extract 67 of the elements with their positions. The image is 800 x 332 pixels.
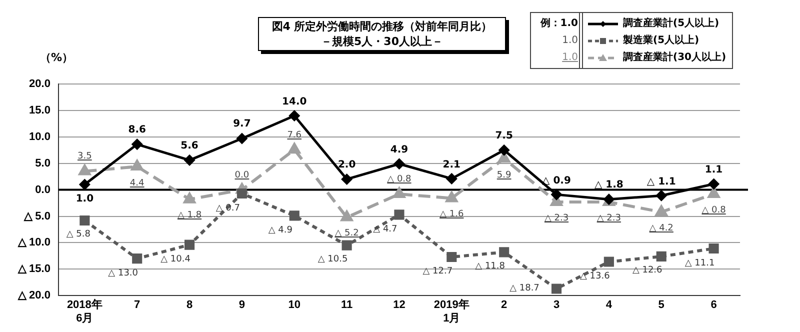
legend-label: 製造業(5人以上) <box>623 34 700 48</box>
annotation: △ 0.8 <box>386 174 412 186</box>
y-tick-label: 5.0 <box>35 157 50 170</box>
y-tick-label: 20.0 <box>29 78 50 90</box>
annotation: 7.6 <box>286 130 303 142</box>
annotation: 5.9 <box>496 170 512 182</box>
annotation: △ 13.0 <box>107 268 139 280</box>
legend-label: 調査産業計(30人以上) <box>623 50 726 65</box>
x-tick-label: 11 <box>340 299 353 312</box>
annotation: △ 0.8 <box>700 206 727 217</box>
text: 1.0 <box>561 51 578 65</box>
annotation: 1.0 <box>74 193 95 204</box>
annotation: 2.0 <box>336 160 357 171</box>
annotation: 2.1 <box>442 159 462 170</box>
x-tick-label: 2018年 6月 <box>66 298 102 324</box>
annotation: △ 4.2 <box>648 224 674 235</box>
annotation: △ 10.4 <box>160 254 192 266</box>
annotation: 7.5 <box>494 130 514 142</box>
annotation: △ 5.2 <box>334 228 360 240</box>
x-tick-label: 2019年 1月 <box>434 298 470 324</box>
annotation: △ 11.1 <box>684 258 716 270</box>
y-tick-label: △ 15.0 <box>16 263 50 276</box>
annotation: △ 12.6 <box>631 266 664 277</box>
annotation: 4.9 <box>389 144 410 156</box>
annotation: △ 2.3 <box>543 213 570 224</box>
y-tick-label: △ 5.0 <box>23 210 50 222</box>
x-tick-label: 5 <box>658 299 664 312</box>
x-tick-label: 4 <box>606 299 613 312</box>
chart-title: 図4 所定外労働時間の推移（対前年同月比） <box>270 19 494 34</box>
annotation: △ 13.6 <box>579 271 611 282</box>
annotation: △ 12.7 <box>422 266 454 278</box>
annotation: 0.0 <box>234 170 250 182</box>
y-tick-label: 10.0 <box>29 130 50 143</box>
x-tick-label: 6 <box>710 299 717 312</box>
annotation: 1.1 <box>704 164 724 176</box>
annotation: 14.0 <box>281 96 308 108</box>
y-tick-label: △ 10.0 <box>16 236 50 249</box>
chart-subtitle: －規模5人・30人以上－ <box>320 34 444 49</box>
x-tick-label: 3 <box>553 299 560 312</box>
y-tick-label: △ 20.0 <box>16 290 50 302</box>
annotation: △ 1.8 <box>176 210 203 222</box>
annotation: △ 4.9 <box>267 225 294 236</box>
y-axis-title: （%） <box>40 50 74 65</box>
text: 例：1.0 <box>539 16 578 31</box>
annotation: 8.6 <box>127 124 147 136</box>
annotation: 9.7 <box>232 118 252 130</box>
annotation: 3.5 <box>76 152 93 163</box>
annotation: 4.4 <box>128 178 146 190</box>
annotation: △ 2.3 <box>596 213 622 224</box>
y-tick-label: 0.0 <box>35 184 50 196</box>
x-tick-label: 2 <box>501 299 508 312</box>
text: 1.0 <box>561 34 578 48</box>
annotation: △ 1.1 <box>646 176 677 188</box>
annotation: △ 18.7 <box>508 283 540 294</box>
x-tick-label: 8 <box>186 299 193 312</box>
annotation: △ 1.6 <box>438 210 465 221</box>
annotation: △ 10.5 <box>316 254 349 266</box>
annotation: 5.6 <box>180 140 200 152</box>
x-tick-label: 7 <box>134 299 140 312</box>
x-tick-label: 12 <box>393 299 406 312</box>
annotation: △ 11.8 <box>474 262 506 273</box>
x-tick-label: 9 <box>238 299 246 312</box>
annotation: △ 5.8 <box>65 230 92 241</box>
x-tick-label: 10 <box>288 299 301 312</box>
annotation: △ 1.8 <box>593 180 624 191</box>
y-tick-label: 15.0 <box>29 104 50 116</box>
legend-label: 調査産業計(5人以上) <box>623 16 720 31</box>
